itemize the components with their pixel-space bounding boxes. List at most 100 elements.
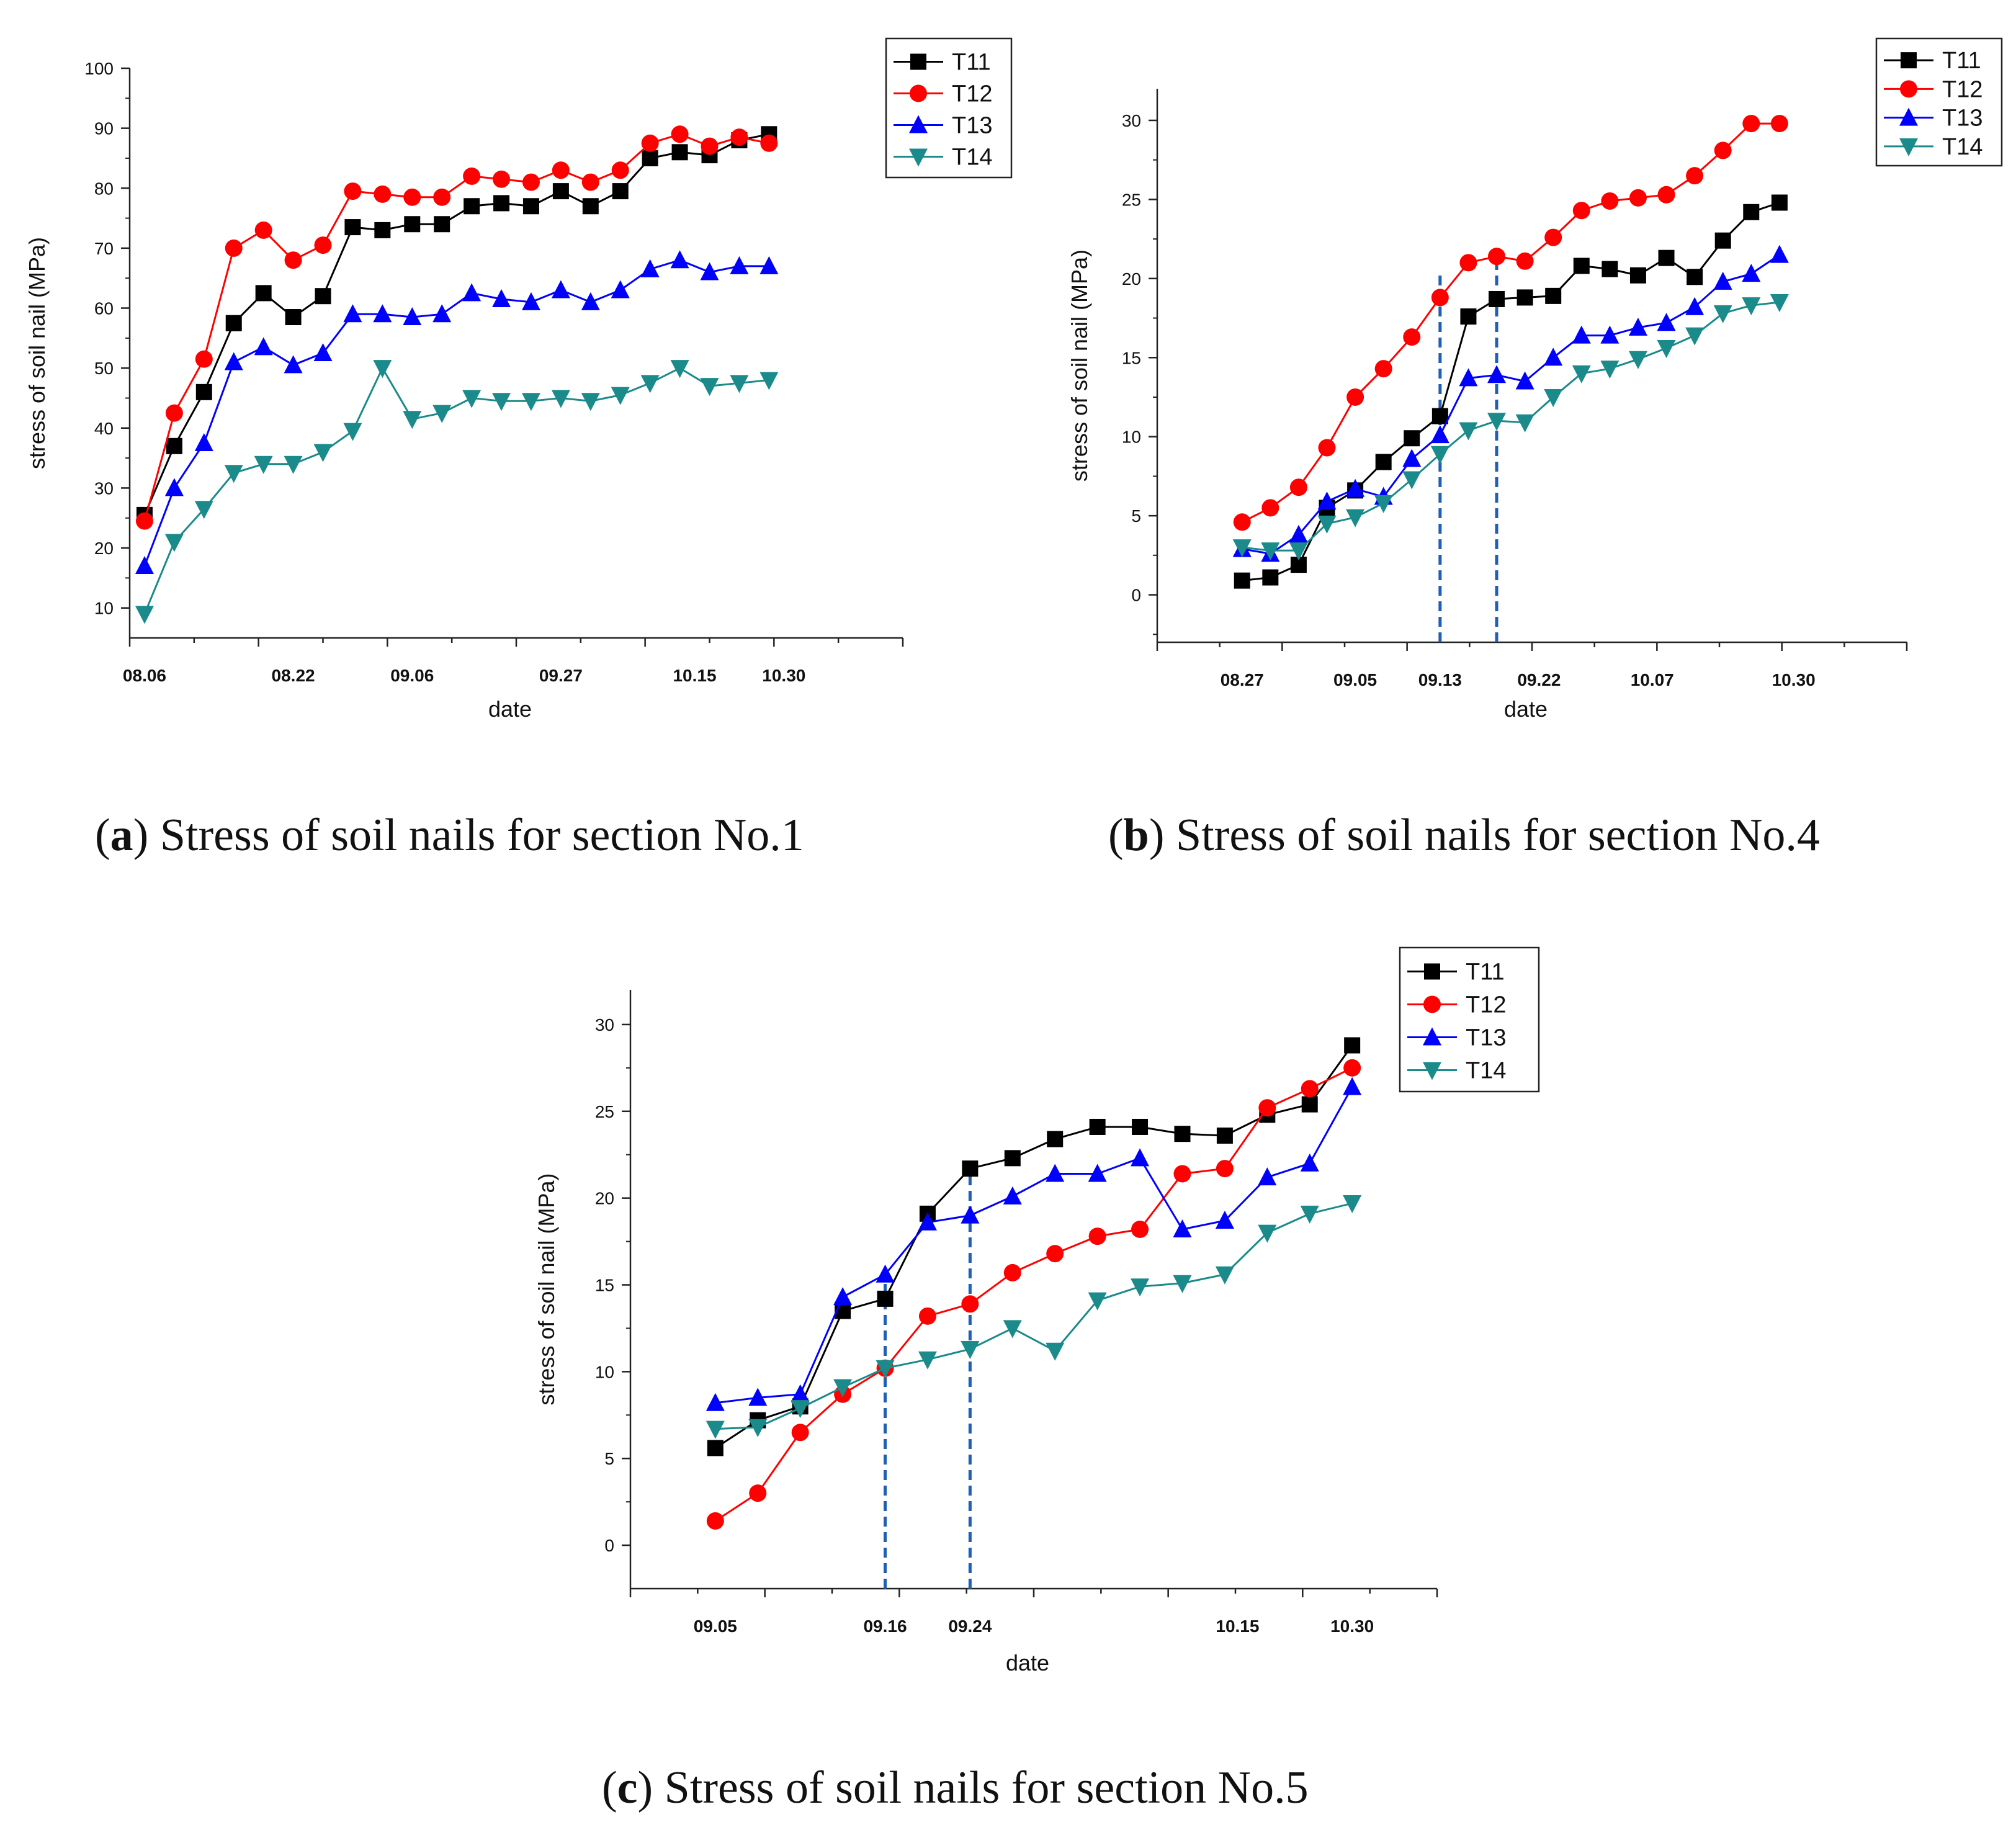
y-tick-label: 5 [1131,506,1141,526]
x-tick-label: 09.05 [1333,670,1377,689]
legend-label: T14 [1942,134,1982,160]
data-point-t14 [1215,1266,1234,1285]
y-tick-label: 50 [94,359,114,378]
data-point-t13 [403,307,422,326]
data-point-t12 [961,1295,979,1313]
y-tick-label: 25 [595,1102,614,1121]
data-point-t12 [701,137,719,155]
data-point-t12 [1301,1080,1319,1098]
data-point-t14 [1459,422,1478,441]
data-point-t13 [373,304,392,323]
legend-label: T13 [952,113,992,139]
x-tick-label: 10.07 [1631,670,1674,689]
data-point-t12 [1233,513,1251,531]
x-tick-label: 10.15 [1216,1617,1259,1636]
data-point-t12 [1003,1263,1021,1281]
data-point-t13 [1046,1164,1065,1182]
x-tick-label: 08.22 [272,666,315,685]
x-tick-label: 09.13 [1418,670,1462,689]
data-point-t11 [1658,249,1675,266]
data-point-t11 [1771,194,1788,211]
data-point-t12 [493,170,511,188]
data-point-t13 [254,337,273,356]
data-point-t13 [313,343,333,361]
data-point-t11 [1301,1096,1318,1113]
data-point-t11 [225,315,242,331]
data-point-t14 [462,390,482,408]
y-tick-label: 25 [1122,190,1141,209]
legend-marker [1899,107,1918,126]
data-point-t11 [612,183,629,200]
data-point-t12 [1714,141,1732,159]
data-point-t13 [833,1287,853,1306]
data-point-t12 [1131,1221,1149,1238]
data-point-t12 [1216,1160,1234,1178]
data-point-t11 [877,1290,894,1307]
data-point-t11 [1545,287,1562,304]
series-line-t12 [143,133,769,521]
data-point-t12 [749,1484,767,1502]
data-point-t12 [671,125,689,143]
data-point-t14 [670,360,689,379]
legend-marker [1423,1027,1441,1046]
x-tick-label: 09.22 [1517,670,1561,689]
legend-label: T13 [1466,1025,1506,1051]
data-point-t13 [1742,264,1761,282]
data-point-t13 [611,280,630,298]
data-point-t11 [1262,569,1279,586]
data-point-t11 [707,1440,724,1456]
data-point-t11 [404,216,421,233]
y-tick-label: 20 [94,539,114,558]
x-tick-label: 10.30 [1330,1617,1374,1636]
data-point-t12 [791,1424,809,1442]
legend-marker [910,53,926,70]
data-point-t14 [521,393,540,411]
caption-b: (b) Stress of soil nails for section No.… [1108,810,1820,861]
legend-label: T14 [952,145,992,171]
data-point-t14 [1173,1275,1192,1293]
data-point-t12 [1046,1245,1064,1263]
x-tick-label: 10.30 [1772,670,1816,689]
x-tick-label: 09.16 [863,1617,907,1636]
legend-marker [1899,138,1918,156]
y-tick-label: 100 [84,59,114,78]
data-point-t11 [1216,1127,1233,1144]
data-point-t14 [1402,471,1422,490]
data-point-t14 [343,423,362,441]
data-point-t13 [521,292,540,310]
data-point-t14 [1232,539,1252,558]
data-point-t14 [313,444,333,462]
data-point-t12 [1088,1227,1106,1245]
data-point-t12 [1629,189,1647,207]
data-point-t13 [918,1212,937,1231]
x-tick-label: 09.27 [539,666,583,685]
data-point-t12 [522,173,540,191]
y-tick-label: 60 [94,299,114,318]
series-line-t11 [715,1044,1353,1449]
data-point-t12 [1318,439,1336,457]
data-point-t11 [642,150,658,166]
data-point-t12 [1572,202,1590,220]
legend-marker [909,115,928,133]
data-point-t13 [581,292,600,310]
data-point-t13 [876,1264,895,1283]
legend-label: T12 [1942,76,1982,102]
data-point-t13 [640,259,660,277]
data-point-t12 [1742,115,1760,133]
data-point-t14 [432,405,452,423]
data-point-t11 [1573,258,1590,274]
data-point-t11 [464,198,480,215]
data-point-t11 [1004,1150,1021,1167]
y-tick-label: 10 [94,599,114,618]
panel-c-chart: 0 5 10 15 20 25 30 09.05 09.16 09.24 10.15 10.30 dat… [534,946,1540,1676]
data-point-t11 [1174,1126,1191,1142]
data-point-t13 [1713,271,1732,290]
data-point-t14 [1713,305,1732,323]
data-point-t13 [1430,425,1449,444]
legend-label: T11 [952,50,991,76]
y-tick-label: 10 [1122,428,1141,447]
panel-a-chart: 10 20 30 40 50 60 70 80 90 100 08.06 08.22 09.06 09.2… [24,37,1013,722]
data-point-t14 [1742,297,1761,316]
legend-marker [909,148,928,167]
y-tick-label: 40 [94,419,114,438]
